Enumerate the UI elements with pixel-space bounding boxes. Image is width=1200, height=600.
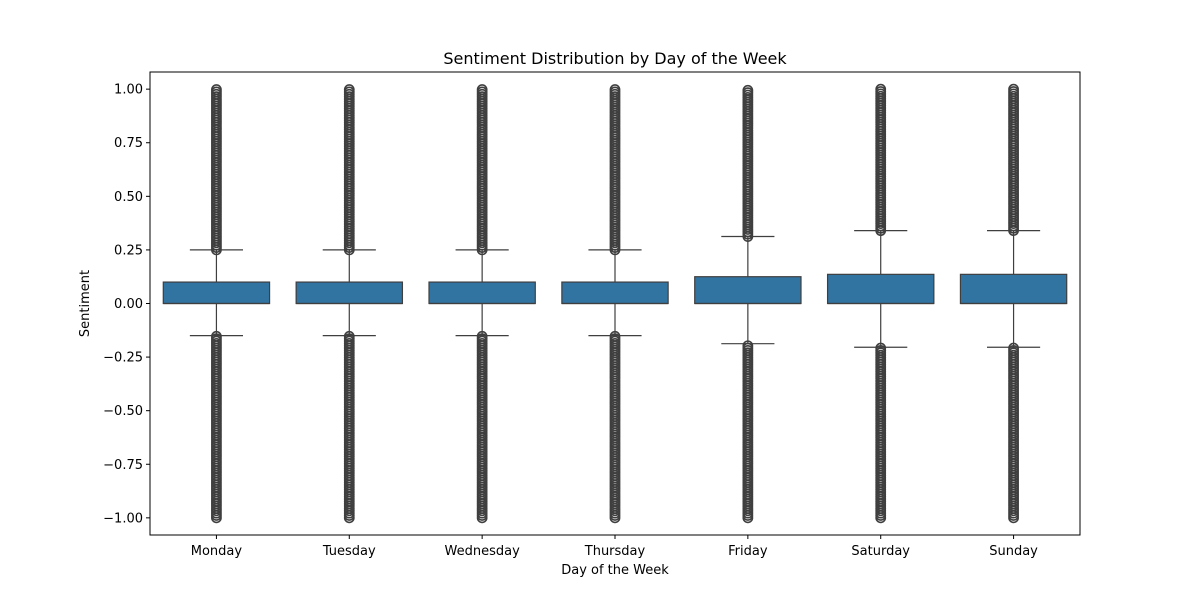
x-axis: Monday Tuesday Wednesday Thursday Friday Satu…: [191, 535, 1038, 559]
plot-area: [162, 83, 1068, 524]
box-thursday: [561, 84, 669, 524]
outlier-point: [211, 84, 222, 95]
x-tick-label: Monday: [191, 544, 243, 559]
iqr-box: [428, 281, 536, 305]
iqr-box: [561, 281, 669, 305]
iqr-box: [694, 276, 802, 305]
x-tick-label: Friday: [728, 544, 768, 559]
x-axis-label: Day of the Week: [561, 563, 669, 578]
iqr-box: [295, 281, 404, 305]
outlier-point: [742, 84, 754, 96]
box-wednesday: [428, 84, 536, 524]
x-tick-label: Tuesday: [322, 544, 376, 559]
y-tick-label: −0.75: [103, 458, 143, 473]
y-axis-label: Sentiment: [78, 270, 93, 337]
outlier-point: [1008, 83, 1019, 95]
y-tick-label: 0.00: [114, 297, 143, 312]
y-tick-label: −0.25: [103, 351, 143, 366]
iqr-box: [162, 281, 271, 305]
y-axis: 1.00 0.75 0.50 0.25 0.00 −0.25 −0.50 −0.75 −1.00: [103, 83, 150, 526]
y-tick-label: 0.75: [114, 136, 143, 151]
plot-frame: [149, 71, 1081, 536]
x-tick-label: Sunday: [989, 544, 1038, 559]
x-tick-label: Saturday: [851, 544, 910, 559]
iqr-box: [826, 273, 935, 305]
y-tick-label: 0.25: [114, 243, 143, 258]
x-tick-label: Thursday: [584, 544, 646, 559]
chart-title: Sentiment Distribution by Day of the Wee…: [443, 49, 787, 68]
y-tick-label: 0.50: [114, 190, 143, 205]
outlier-point: [476, 84, 488, 95]
box-sunday: [959, 83, 1068, 524]
outlier-point: [343, 84, 355, 95]
y-tick-label: 1.00: [114, 83, 143, 98]
y-tick-label: −0.50: [103, 404, 143, 419]
box-saturday: [826, 83, 935, 524]
iqr-box: [959, 273, 1068, 305]
outlier-point: [609, 84, 621, 95]
box-tuesday: [295, 84, 404, 524]
y-tick-label: −1.00: [103, 511, 143, 526]
x-tick-label: Wednesday: [445, 544, 521, 559]
box-monday: [162, 84, 271, 524]
outlier-point: [875, 83, 887, 95]
box-friday: [694, 84, 802, 524]
